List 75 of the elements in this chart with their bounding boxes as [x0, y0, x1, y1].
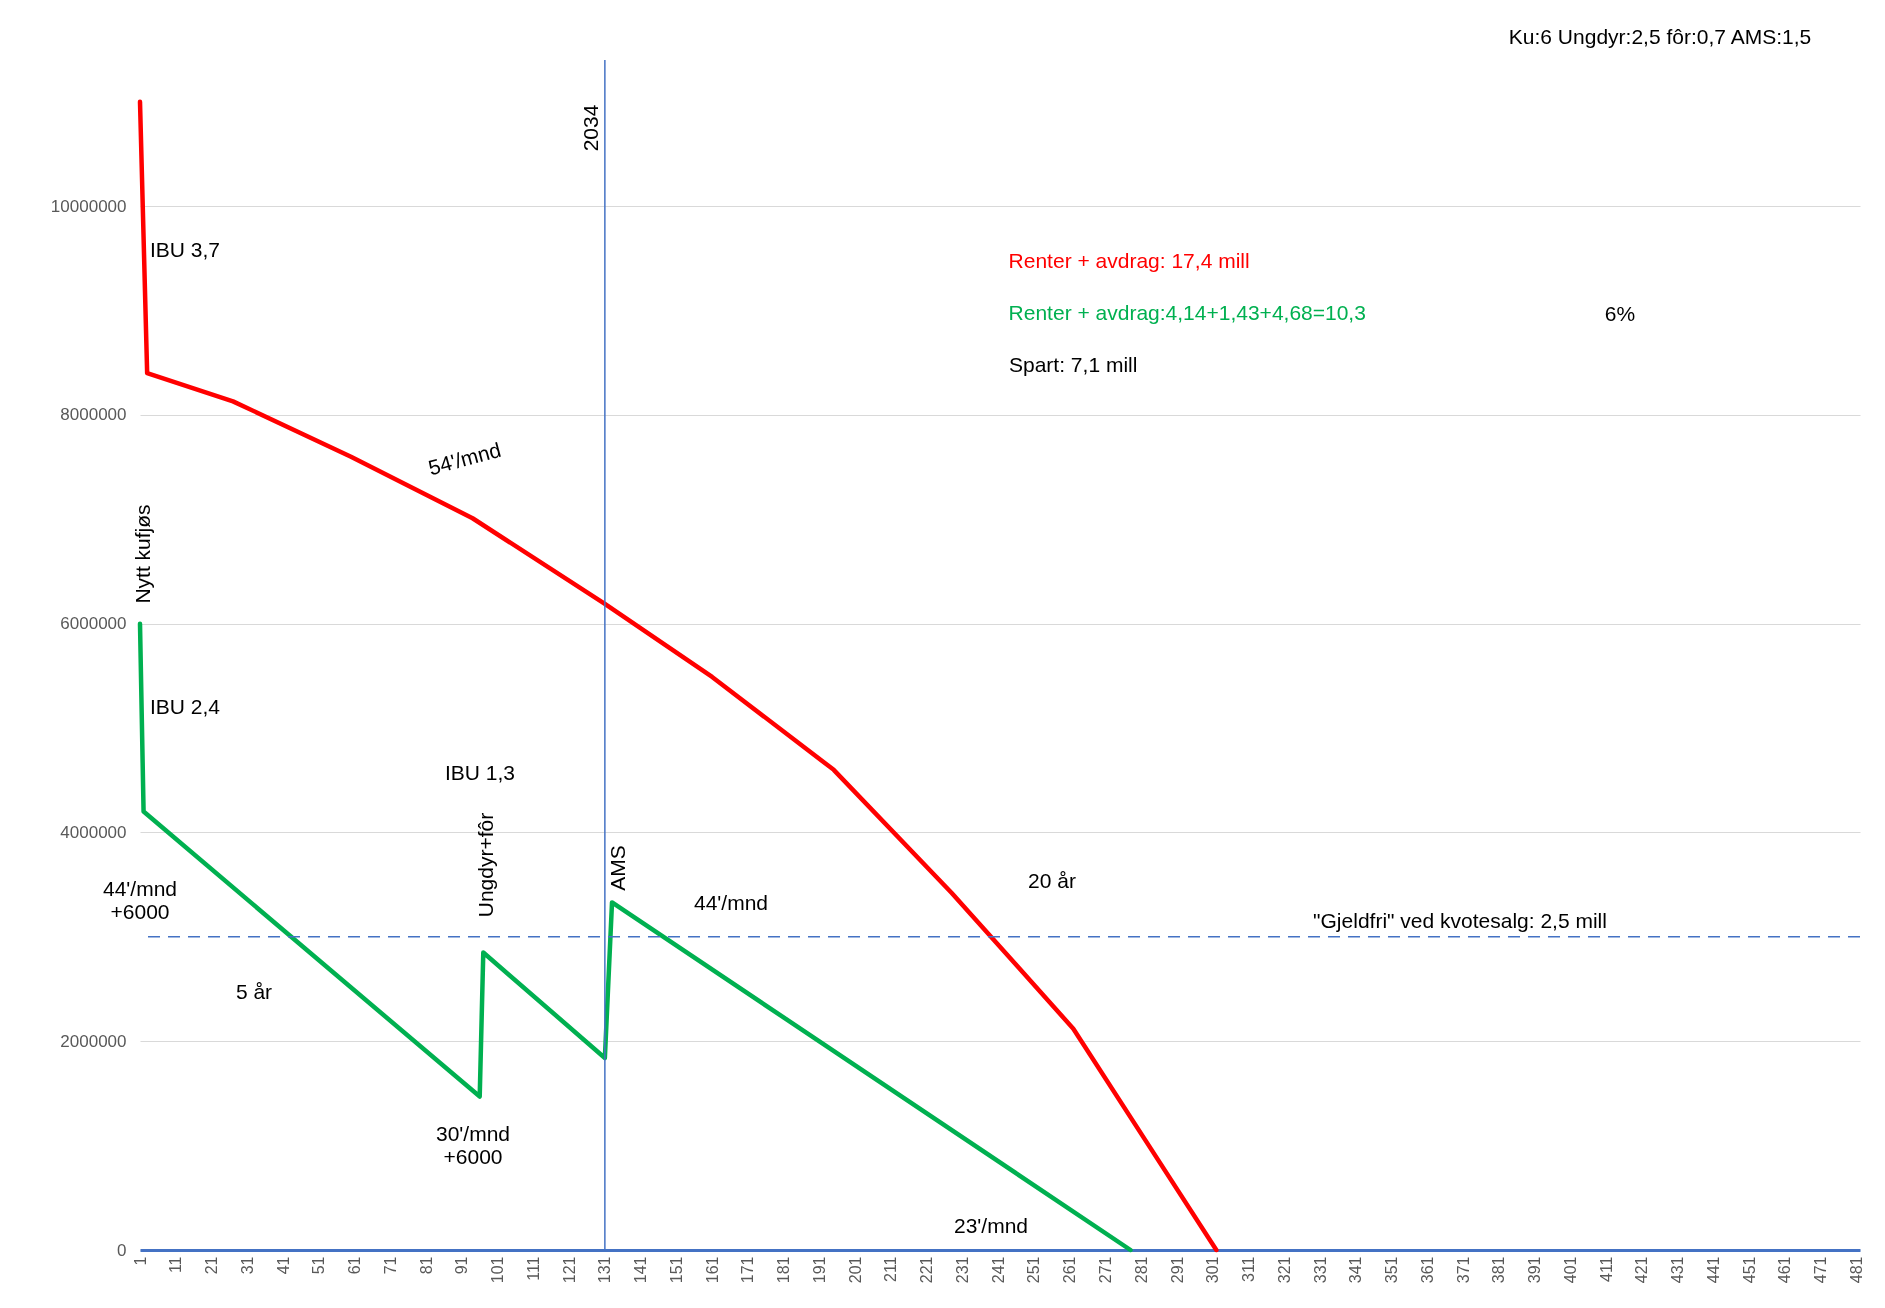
annotation: IBU 3,7: [150, 238, 221, 261]
x-tick-label: 391: [1526, 1256, 1544, 1284]
annotation: Spart: 7,1 mill: [1009, 353, 1138, 376]
x-tick-label: 471: [1812, 1256, 1830, 1284]
annotation: 54'/mnd: [425, 437, 504, 480]
x-tick-label: 231: [953, 1256, 971, 1284]
x-tick-label: 61: [346, 1256, 364, 1275]
x-tick-label: 111: [524, 1256, 542, 1281]
x-tick-label: 91: [453, 1256, 471, 1275]
x-tick-label: 191: [810, 1256, 828, 1284]
x-tick-label: 161: [703, 1256, 721, 1284]
x-tick-label: 141: [632, 1256, 650, 1284]
x-tick-label: 11: [167, 1256, 185, 1274]
text: Renter + avdrag: 17,4 mill: [1008, 249, 1250, 272]
annotation: AMS: [606, 845, 629, 891]
x-tick-label: 331: [1311, 1256, 1329, 1284]
x-tick-label: 381: [1490, 1256, 1508, 1284]
x-tick-label: 51: [310, 1256, 328, 1275]
x-tick-label: 131: [596, 1256, 614, 1284]
x-tick-label: 1: [131, 1256, 149, 1266]
x-tick-label: 261: [1061, 1256, 1079, 1284]
x-tick-label: 451: [1740, 1256, 1758, 1284]
x-tick-label: 371: [1454, 1256, 1472, 1284]
x-tick-label: 271: [1096, 1256, 1114, 1284]
annotation: Nytt kufjøs: [131, 504, 154, 604]
x-tick-label: 241: [989, 1256, 1007, 1284]
x-tick-label: 31: [238, 1256, 256, 1275]
x-tick-label: 351: [1383, 1256, 1401, 1284]
annotation: 2034: [579, 104, 602, 152]
annotation: "Gjeldfri" ved kvotesalg: 2,5 mill: [1313, 909, 1607, 932]
y-tick-label: 6000000: [60, 614, 127, 634]
annotation: IBU 1,3: [444, 761, 516, 784]
x-tick-label: 411: [1597, 1256, 1615, 1283]
x-tick-label: 291: [1168, 1256, 1186, 1284]
x-tick-label: 281: [1132, 1256, 1150, 1284]
x-tick-label: 341: [1347, 1256, 1365, 1284]
x-tick-label: 121: [560, 1256, 578, 1284]
x-tick-label: 361: [1418, 1256, 1436, 1284]
x-tick-label: 151: [667, 1256, 685, 1284]
x-tick-label: 201: [846, 1256, 864, 1284]
annotation: 30'/mnd +6000: [435, 1122, 511, 1168]
x-tick-label: 401: [1561, 1256, 1579, 1284]
x-tick-label: 221: [918, 1256, 936, 1284]
y-tick-label: 10000000: [50, 196, 127, 216]
annotation: 20 år: [1028, 869, 1076, 892]
x-tick-label: 211: [882, 1256, 900, 1283]
x-tick-label: 321: [1275, 1256, 1293, 1284]
annotation: 44'/mnd +6000: [102, 877, 178, 923]
x-tick-label: 101: [489, 1256, 507, 1284]
x-tick-label: 421: [1633, 1256, 1651, 1284]
annotation: Ungdyr+fôr: [474, 812, 497, 918]
text: Renter + avdrag:4,14+1,43+4,68=10,3: [1008, 301, 1366, 324]
y-tick-label: 2000000: [60, 1031, 127, 1051]
x-tick-label: 21: [203, 1256, 221, 1275]
y-tick-label: 8000000: [60, 405, 127, 425]
annotation: 23'/mnd: [953, 1214, 1029, 1237]
annotation: 6%: [1604, 302, 1636, 325]
x-tick-label: 461: [1776, 1256, 1794, 1284]
x-tick-label: 301: [1204, 1256, 1222, 1284]
x-tick-label: 181: [775, 1256, 793, 1284]
x-tick-label: 71: [381, 1256, 399, 1275]
annotation: 44'/mnd: [694, 891, 769, 914]
x-tick-label: 481: [1847, 1256, 1865, 1284]
annotation: 5 år: [235, 980, 273, 1003]
x-tick-label: 441: [1704, 1256, 1722, 1284]
annotation: IBU 2,4: [150, 695, 221, 718]
text: Ku:6 Ungdyr:2,5 fôr:0,7 AMS:1,5: [1508, 25, 1812, 48]
x-tick-label: 431: [1669, 1256, 1687, 1284]
x-tick-label: 251: [1025, 1256, 1043, 1284]
x-tick-label: 171: [739, 1256, 757, 1284]
y-tick-label: 4000000: [60, 822, 127, 842]
x-tick-label: 41: [274, 1256, 292, 1275]
y-tick-label: 0: [117, 1240, 127, 1260]
x-tick-label: 311: [1240, 1256, 1258, 1283]
x-tick-label: 81: [417, 1256, 435, 1275]
